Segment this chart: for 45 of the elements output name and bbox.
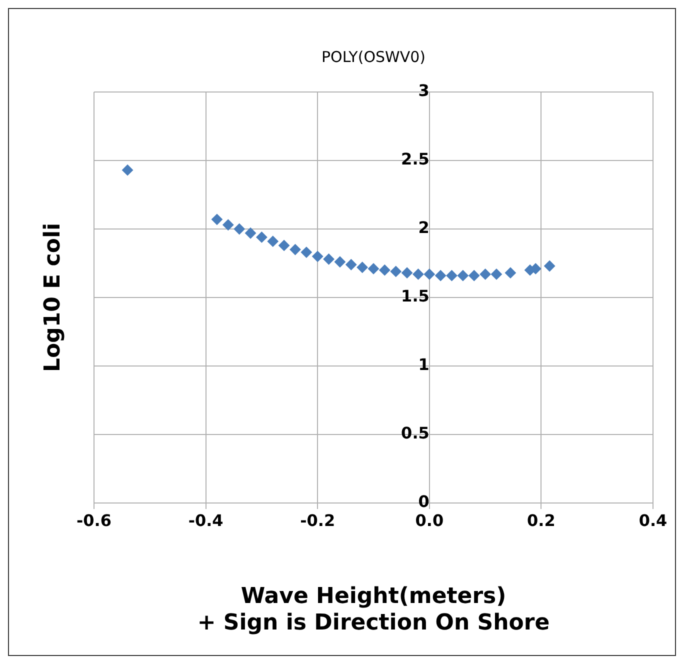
x-tick-label: -0.4 xyxy=(188,510,224,530)
point xyxy=(312,250,324,262)
y-tick-label: 2.5 xyxy=(401,150,430,169)
point xyxy=(544,260,556,272)
x-tick-label: 0.0 xyxy=(415,510,444,530)
point xyxy=(222,219,234,230)
point xyxy=(346,259,357,270)
point xyxy=(334,256,346,268)
point xyxy=(356,262,368,273)
point xyxy=(278,240,290,251)
point xyxy=(424,268,435,280)
x-tick-label: 0.4 xyxy=(638,510,668,530)
x-tick-label: -0.2 xyxy=(300,510,336,530)
y-tick-label: 0 xyxy=(418,492,430,512)
point xyxy=(245,228,256,239)
y-tick-label: 2 xyxy=(418,218,430,238)
point xyxy=(234,224,245,234)
y-tick-label: 0.5 xyxy=(401,424,430,443)
point xyxy=(256,232,268,243)
point xyxy=(412,268,424,280)
point xyxy=(211,214,222,225)
point xyxy=(402,267,413,278)
point xyxy=(122,164,134,176)
x-tick-label: -0.6 xyxy=(76,510,112,530)
point xyxy=(504,267,516,278)
point xyxy=(457,270,468,282)
point xyxy=(446,270,458,282)
y-tick-label: 1 xyxy=(418,355,430,374)
point xyxy=(267,236,278,247)
point xyxy=(368,263,379,274)
point xyxy=(435,270,446,282)
point xyxy=(468,270,480,282)
point xyxy=(379,264,390,276)
point xyxy=(300,246,312,258)
chart-title: POLY(OSWV0) xyxy=(321,48,426,66)
x-axis-title: Wave Height(meters) + Sign is Direction On Shore xyxy=(197,584,550,636)
y-tick-label: 3 xyxy=(418,81,430,100)
point xyxy=(323,254,334,265)
y-tick-label: 1.5 xyxy=(401,286,430,306)
point xyxy=(490,268,502,280)
point xyxy=(480,268,491,280)
x-tick-label: 0.2 xyxy=(527,510,556,530)
y-axis-title: Log10 E coli xyxy=(40,222,66,372)
point xyxy=(390,266,402,277)
point xyxy=(290,244,301,256)
